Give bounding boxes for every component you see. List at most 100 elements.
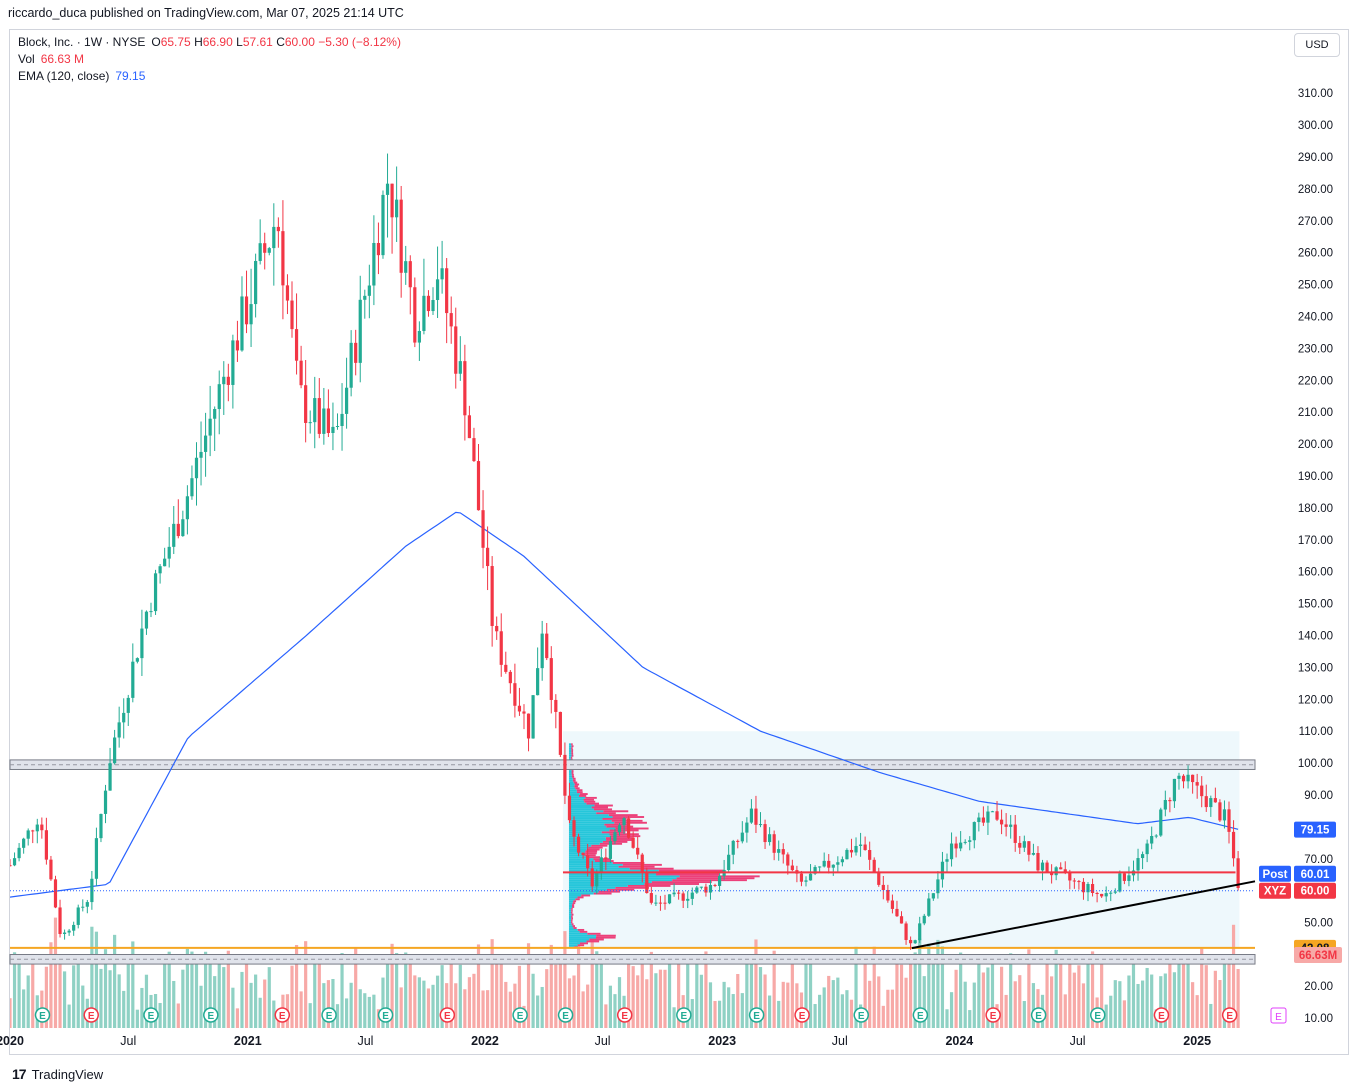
volume-bar — [704, 951, 708, 1028]
profile-down-bar — [606, 888, 635, 891]
candle-body — [344, 387, 349, 414]
candle-body — [76, 907, 80, 925]
volume-bar — [90, 926, 94, 1028]
tradingview-logo-icon: 17 — [12, 1066, 27, 1082]
profile-up-bar — [568, 917, 572, 920]
candle-body — [567, 795, 572, 821]
chart-frame[interactable] — [9, 29, 1349, 1055]
volume-bar — [454, 983, 458, 1028]
volume-bar — [554, 964, 558, 1028]
volume-bar — [208, 956, 212, 1028]
profile-up-bar — [568, 932, 588, 935]
volume-bar — [763, 974, 767, 1028]
candle-body — [163, 558, 167, 567]
candle-body — [1100, 893, 1104, 897]
volume-bar — [1195, 995, 1199, 1028]
profile-down-bar — [571, 775, 575, 778]
upcoming-earnings-icon: E — [1270, 1007, 1287, 1024]
volume-bar — [1050, 976, 1054, 1028]
candle-body — [158, 566, 162, 574]
candle-body — [226, 376, 230, 385]
earnings-label: E — [88, 1011, 95, 1022]
volume-bar — [1090, 951, 1095, 1028]
candle-body — [508, 671, 512, 684]
candle-body — [927, 898, 931, 916]
tradingview-brand[interactable]: 17 TradingView — [12, 1066, 103, 1082]
volume-bar — [1004, 994, 1008, 1028]
x-tick-label: Jul — [357, 1034, 373, 1048]
profile-up-bar — [568, 890, 599, 893]
legend-vol-label: Vol — [18, 52, 35, 66]
x-tick-label: 2023 — [708, 1034, 736, 1048]
volume-bar — [158, 1002, 162, 1028]
volume-bar — [1172, 972, 1177, 1028]
profile-up-bar — [568, 934, 597, 937]
currency-button[interactable]: USD — [1294, 33, 1340, 57]
candle-body — [1086, 884, 1090, 893]
earnings-icon: E — [83, 1007, 99, 1023]
volume-bar — [640, 959, 644, 1028]
volume-bar — [226, 950, 230, 1028]
candle-body — [1045, 862, 1049, 873]
volume-bar — [563, 931, 567, 1028]
profile-down-bar — [571, 743, 573, 746]
candle-body — [822, 860, 826, 867]
profile-up-bar — [568, 877, 677, 880]
volume-bar — [595, 951, 599, 1028]
profile-up-bar — [568, 831, 602, 834]
candle-body — [149, 611, 153, 613]
profile-down-bar — [579, 930, 588, 933]
candle-body — [1122, 873, 1126, 881]
candle-body — [1140, 854, 1145, 859]
earnings-icon: E — [321, 1007, 337, 1023]
candle-body — [176, 523, 180, 537]
earnings-badge — [616, 1007, 633, 1023]
earnings-label: E — [799, 1011, 806, 1022]
candle-body — [604, 857, 608, 859]
legend-ema-row[interactable]: EMA (120, close) 79.15 — [18, 68, 401, 85]
volume-bar — [395, 953, 399, 1028]
candle-body — [677, 892, 681, 894]
candle-body — [203, 435, 208, 452]
profile-down-bar — [571, 747, 573, 750]
volume-bar — [254, 974, 258, 1028]
legend-volume-row[interactable]: Vol 66.63 M — [18, 51, 401, 68]
candle-body — [690, 892, 694, 899]
profile-up-bar — [568, 858, 594, 861]
candle-body — [308, 422, 312, 424]
volume-bar — [777, 1000, 781, 1028]
volume-bar — [299, 991, 303, 1028]
volume-bar — [390, 943, 394, 1028]
volume-bar — [122, 990, 126, 1028]
profile-down-bar — [584, 800, 596, 803]
volume-price-label-text: 66.63M — [1299, 950, 1337, 962]
candle-body — [372, 242, 376, 286]
volume-bar — [199, 985, 203, 1028]
legend-open: 65.75 — [160, 35, 191, 49]
legend-symbol[interactable]: Block, Inc. · 1W · NYSE — [18, 35, 146, 49]
candle-body — [267, 248, 271, 253]
volume-bar — [636, 975, 640, 1028]
profile-up-bar — [568, 817, 603, 820]
volume-bar — [294, 944, 299, 1028]
profile-up-bar — [568, 904, 572, 907]
profile-up-bar — [568, 837, 606, 840]
volume-bar — [831, 980, 835, 1028]
volume-bar — [959, 952, 963, 1028]
post-price-label-text: 60.01 — [1301, 869, 1330, 881]
candle-body — [472, 438, 476, 462]
profile-down-bar — [575, 898, 580, 901]
volume-bar — [977, 954, 981, 1028]
earnings-icon: E — [512, 1007, 528, 1023]
candle-body — [53, 879, 58, 908]
volume-bar — [272, 1000, 276, 1028]
volume-bar — [904, 977, 908, 1028]
candle-body — [872, 859, 876, 872]
legend-symbol-row: Block, Inc. · 1W · NYSE O65.75 H66.90 L5… — [18, 34, 401, 51]
profile-down-bar — [583, 798, 594, 801]
candle-body — [995, 811, 999, 820]
earnings-label: E — [148, 1011, 155, 1022]
candle-body — [558, 711, 562, 755]
candle-body — [376, 242, 381, 256]
